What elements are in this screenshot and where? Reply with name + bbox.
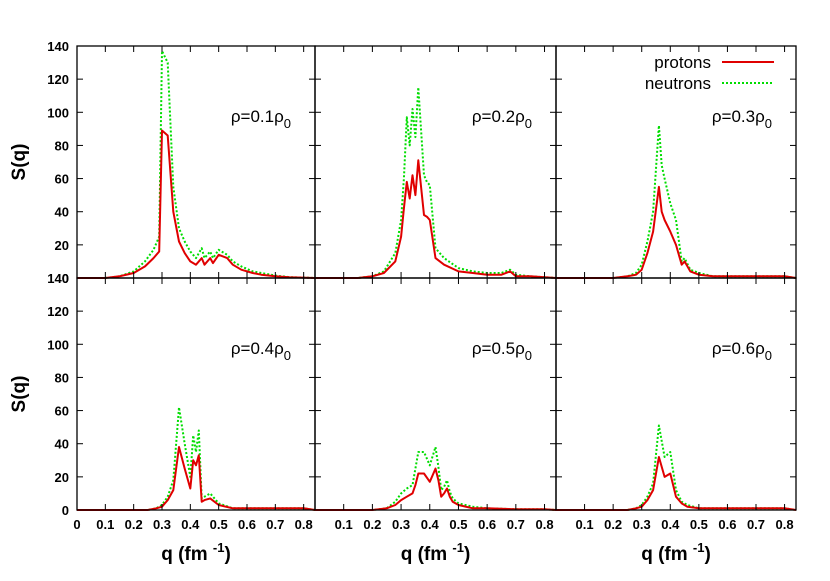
x-tick-label: 0.2 [363, 517, 381, 532]
y-tick-label: 120 [47, 72, 69, 87]
series-line-protons [77, 129, 316, 279]
y-tick-label: 120 [47, 304, 69, 319]
x-tick-label: 0.4 [661, 517, 680, 532]
y-axis-label-top: S(q) [9, 144, 30, 181]
y-tick-label: 140 [47, 271, 69, 286]
y-tick-label: 20 [55, 238, 69, 253]
series-line-neutrons [556, 124, 797, 279]
x-tick-label: 0.1 [96, 517, 114, 532]
y-tick-label: 100 [47, 337, 69, 352]
y-tick-label: 20 [55, 470, 69, 485]
x-tick-label: 0.8 [535, 517, 553, 532]
x-tick-label: 0.1 [335, 517, 353, 532]
y-axis-titles: S(q) S(q) [9, 144, 30, 413]
x-tick-label: 0.7 [507, 517, 525, 532]
panel-2: ρ=0.2ρ0 [314, 45, 557, 279]
x-tick-label: 0.4 [181, 517, 200, 532]
y-axis-label-bottom: S(q) [9, 376, 30, 413]
x-axis-label: q (fm -1) [641, 540, 711, 565]
density-annotation: ρ=0.1ρ0 [231, 107, 291, 131]
panel-frame [76, 277, 316, 511]
series-line-neutrons [77, 406, 316, 511]
x-tick-label: 0.2 [125, 517, 143, 532]
series-line-neutrons [77, 50, 316, 279]
y-tick-label: 80 [55, 370, 69, 385]
x-tick-label: 0.6 [478, 517, 496, 532]
x-tick-label: 0.4 [421, 517, 440, 532]
x-tick-label: 0.8 [776, 517, 794, 532]
panel-5: 0.1 0.2 0.3 0.4 0.5 0.6 0.7 0.8 ρ=0.5ρ0 [314, 277, 557, 532]
panel-1: 0 20 40 60 80 100 120 140 ρ=0.1ρ0 [47, 39, 316, 286]
x-tick-label: 0.6 [718, 517, 736, 532]
x-tick-label: 0.1 [576, 517, 594, 532]
density-annotation: ρ=0.3ρ0 [712, 107, 772, 131]
y-tick-label: 100 [47, 105, 69, 120]
y-tick-label: 60 [55, 172, 69, 187]
series-line-protons [77, 446, 316, 511]
panel-grid: 0 20 40 60 80 100 120 140 ρ=0.1ρ0 ρ=0.2ρ0 ρ=0.3ρ0 0… [47, 39, 797, 532]
panel-frame [76, 45, 316, 279]
x-tick-label: 0.6 [238, 517, 256, 532]
x-tick-label: 0.7 [266, 517, 284, 532]
x-tick-label: 0 [73, 517, 80, 532]
x-tick-label: 0.7 [747, 517, 765, 532]
x-tick-label: 0.5 [210, 517, 228, 532]
x-tick-label: 0.8 [295, 517, 313, 532]
series-line-protons [556, 456, 797, 511]
y-tick-label: 0 [62, 271, 69, 286]
y-tick-label: 60 [55, 404, 69, 419]
density-annotation: ρ=0.6ρ0 [712, 339, 772, 363]
legend-label-neutrons: neutrons [645, 74, 711, 93]
panel-frame [314, 277, 557, 511]
x-axis-label: q (fm -1) [161, 540, 231, 565]
panel-frame [555, 277, 797, 511]
y-tick-label: 40 [55, 205, 69, 220]
x-tick-label: 0.5 [449, 517, 467, 532]
legend-label-protons: protons [654, 53, 711, 72]
x-tick-label: 0.3 [392, 517, 410, 532]
legend: protons neutrons [645, 53, 774, 93]
series-line-protons [315, 159, 557, 279]
x-tick-label: 0.3 [633, 517, 651, 532]
series-line-protons [315, 467, 557, 511]
y-tick-label: 80 [55, 138, 69, 153]
x-tick-label: 0.2 [604, 517, 622, 532]
density-annotation: ρ=0.4ρ0 [231, 339, 291, 363]
y-tick-label: 40 [55, 437, 69, 452]
series-line-protons [556, 185, 797, 279]
y-tick-label: 140 [47, 39, 69, 54]
series-line-neutrons [315, 446, 557, 511]
density-annotation: ρ=0.5ρ0 [472, 339, 532, 363]
x-axis-titles: q (fm -1) q (fm -1) q (fm -1) [161, 540, 711, 565]
panel-6: 0.1 0.2 0.3 0.4 0.5 0.6 0.7 0.8 ρ=0.6ρ0 [555, 277, 797, 532]
x-axis-label: q (fm -1) [401, 540, 471, 565]
x-tick-label: 0.5 [690, 517, 708, 532]
y-tick-label: 0 [62, 503, 69, 518]
density-annotation: ρ=0.2ρ0 [472, 107, 532, 131]
x-tick-label: 0.3 [153, 517, 171, 532]
